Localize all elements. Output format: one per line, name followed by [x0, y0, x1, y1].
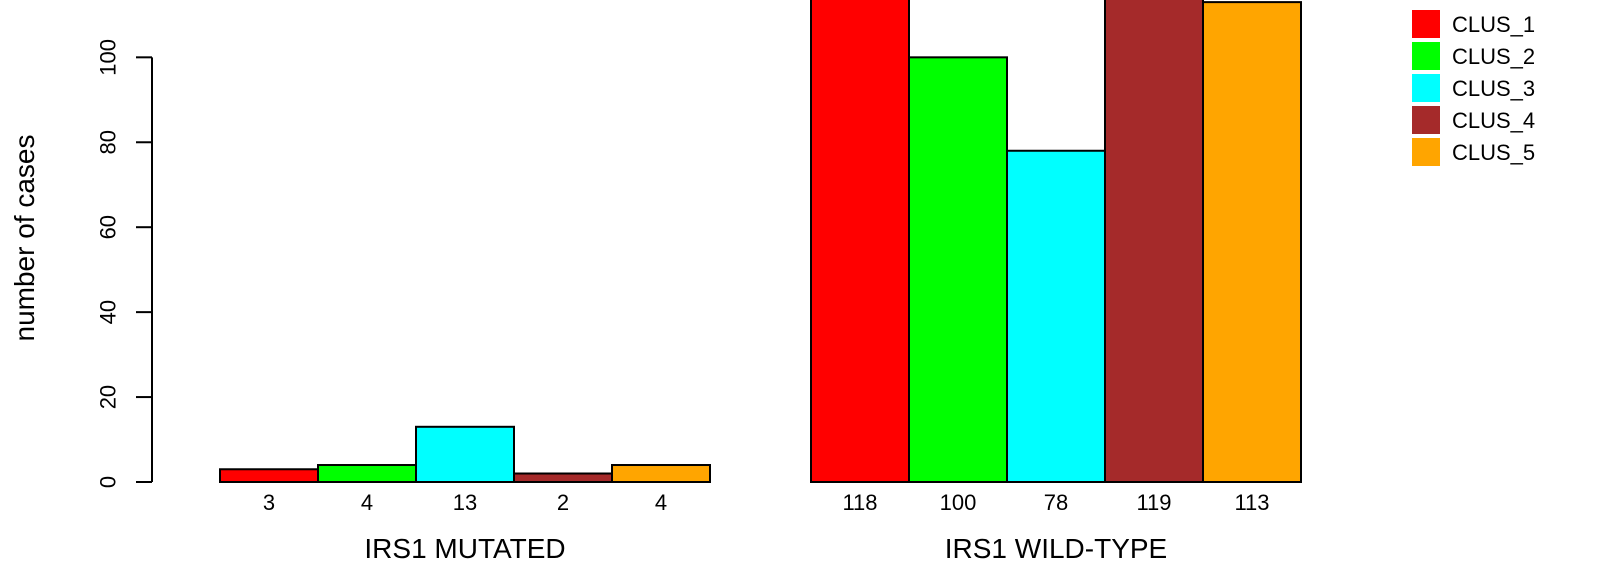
y-axis-label: number of cases — [9, 135, 40, 342]
bar-clus-2 — [317, 464, 417, 483]
bar-clus-4 — [513, 472, 613, 484]
bar-value-label: 2 — [557, 490, 569, 515]
bar-clus-4 — [1104, 0, 1204, 484]
y-axis: 0 20 40 60 80 100 — [96, 39, 153, 488]
y-tick-label: 0 — [96, 476, 121, 488]
bar-value-label: 113 — [1234, 490, 1269, 515]
legend-swatch — [1412, 138, 1440, 166]
legend-label: CLUS_4 — [1452, 108, 1535, 133]
group-label: IRS1 MUTATED — [364, 533, 565, 564]
group-label: IRS1 WILD-TYPE — [945, 533, 1167, 564]
bar-value-label: 78 — [1044, 490, 1068, 515]
y-tick-label: 40 — [96, 300, 121, 324]
bar-value-label: 100 — [940, 490, 977, 515]
legend-swatch — [1412, 74, 1440, 102]
bar-clus-5 — [611, 464, 711, 483]
bar-value-label: 119 — [1136, 490, 1171, 515]
legend: CLUS_1 CLUS_2 CLUS_3 CLUS_4 CLUS_5 — [1412, 10, 1535, 166]
bar-clus-1 — [219, 468, 319, 484]
bar-value-label: 13 — [453, 490, 477, 515]
y-tick-label: 80 — [96, 130, 121, 154]
legend-swatch — [1412, 42, 1440, 70]
bar-clus-5 — [1202, 1, 1302, 483]
group-labels: IRS1 MUTATED IRS1 WILD-TYPE — [364, 533, 1167, 564]
legend-swatch — [1412, 106, 1440, 134]
bar-value-label: 4 — [655, 490, 667, 515]
legend-swatch — [1412, 10, 1440, 38]
bar-value-label: 4 — [361, 490, 373, 515]
bar-clus-1 — [810, 0, 910, 484]
bar-clus-3 — [1006, 149, 1106, 483]
bar-clus-3 — [415, 425, 515, 483]
bars — [219, 0, 1302, 484]
bar-clus-2 — [908, 56, 1008, 484]
data-labels: 3 4 13 2 4 118 100 78 119 113 — [263, 490, 1270, 515]
legend-label: CLUS_3 — [1452, 76, 1535, 101]
legend-label: CLUS_5 — [1452, 140, 1535, 165]
legend-label: CLUS_2 — [1452, 44, 1535, 69]
legend-label: CLUS_1 — [1452, 12, 1535, 37]
y-tick-label: 60 — [96, 215, 121, 239]
bar-value-label: 118 — [842, 490, 877, 515]
bar-value-label: 3 — [263, 490, 275, 515]
y-tick-label: 100 — [96, 39, 121, 76]
y-tick-label: 20 — [96, 385, 121, 409]
